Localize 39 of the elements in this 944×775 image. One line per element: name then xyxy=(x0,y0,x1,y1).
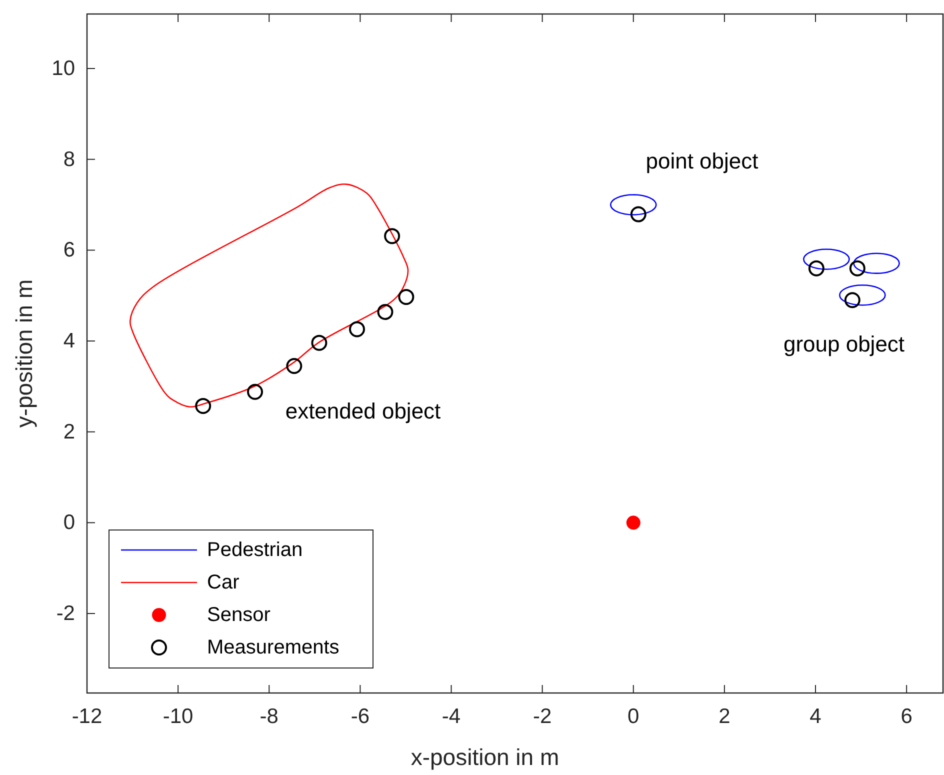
point xyxy=(626,516,640,530)
legend-label: Sensor xyxy=(207,604,271,626)
point xyxy=(398,288,414,305)
point xyxy=(849,260,866,276)
point xyxy=(349,321,366,338)
x-tick-label: 6 xyxy=(900,705,912,728)
point xyxy=(286,358,302,374)
y-tick-label: 0 xyxy=(63,511,75,534)
x-tick-label: -12 xyxy=(72,705,102,728)
legend-label: Pedestrian xyxy=(207,539,303,561)
x-tick-label: -6 xyxy=(350,705,370,728)
y-tick-label: 2 xyxy=(63,420,75,444)
x-tick-label: -10 xyxy=(162,705,194,728)
y-tick-label: 8 xyxy=(63,148,75,171)
x-axis-title: x-position in m xyxy=(410,744,560,770)
x-tick-label: -4 xyxy=(442,705,461,728)
y-tick-label: 4 xyxy=(63,330,76,353)
x-tick-label: 2 xyxy=(718,705,730,728)
annotation: group object xyxy=(783,332,905,356)
x-tick-label: 4 xyxy=(810,705,822,728)
point xyxy=(384,228,400,244)
y-tick-label: -2 xyxy=(56,602,75,626)
y-axis-title: y-position in m xyxy=(11,279,37,428)
point xyxy=(247,384,264,400)
point xyxy=(844,292,860,308)
annotation: point object xyxy=(646,148,758,174)
point xyxy=(195,398,212,414)
point xyxy=(377,304,394,320)
y-tick-label: 10 xyxy=(52,57,75,80)
legend-label: Measurements xyxy=(207,636,340,658)
x-tick-label: 0 xyxy=(628,705,640,728)
point xyxy=(630,206,646,222)
annotation: extended object xyxy=(285,398,441,424)
y-tick-label: 6 xyxy=(63,238,75,262)
x-tick-label: -8 xyxy=(260,705,278,728)
point xyxy=(808,260,824,276)
legend-label: Car xyxy=(207,572,240,594)
x-tick-label: -2 xyxy=(532,705,552,728)
point xyxy=(311,334,328,351)
